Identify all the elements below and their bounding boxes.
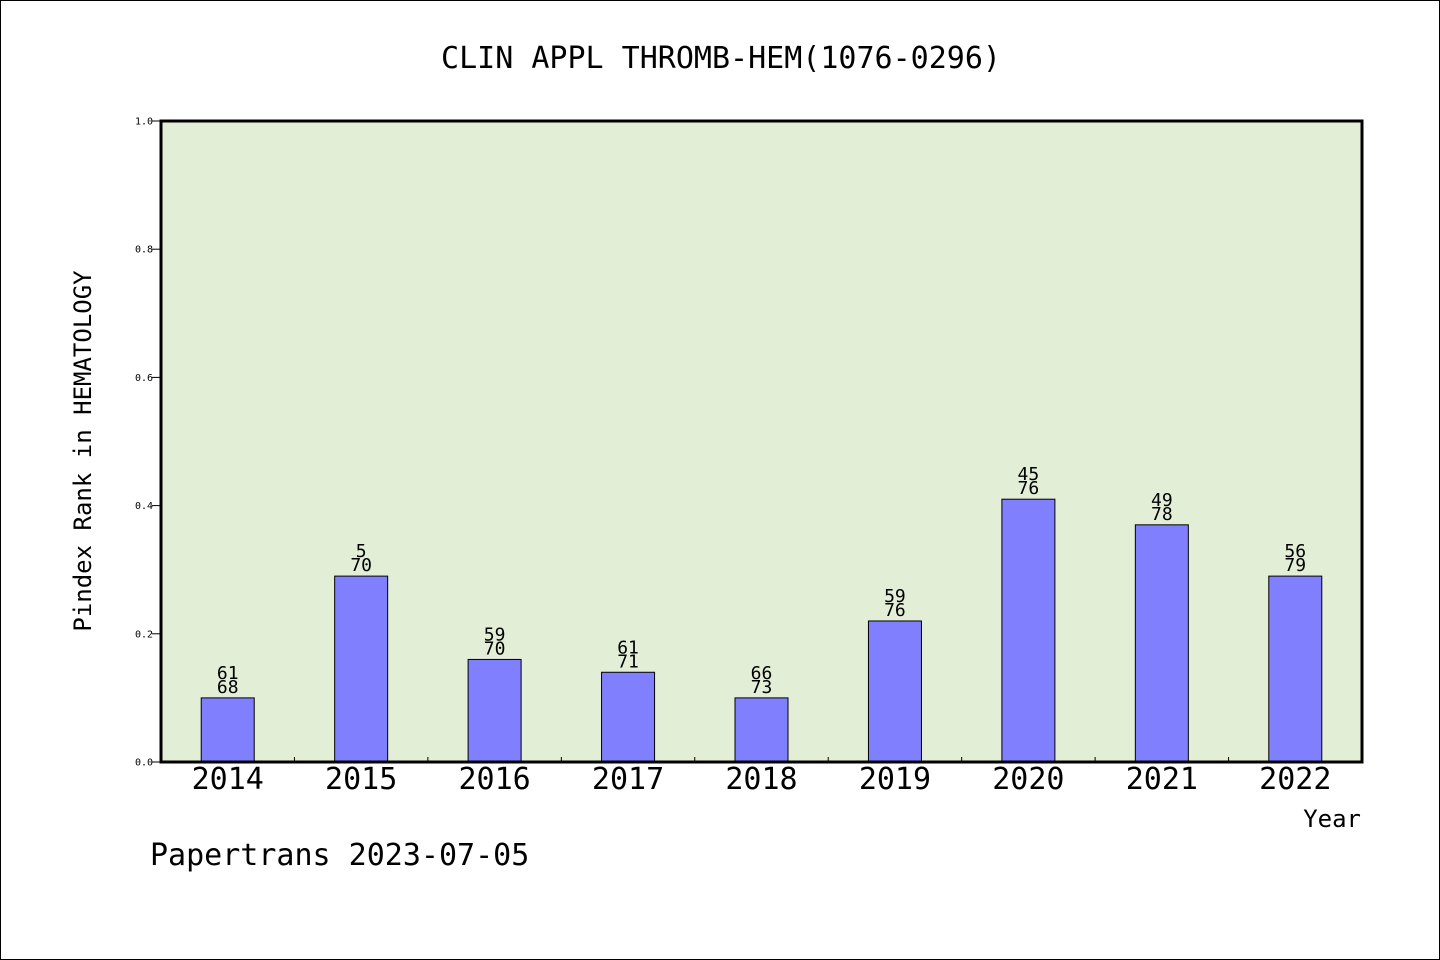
- bar-total-label: 70: [350, 555, 372, 576]
- bar: [200, 697, 255, 763]
- bar: [867, 620, 922, 763]
- y-tick-label: 0.8: [135, 245, 153, 256]
- x-tick-label: 2020: [992, 762, 1064, 797]
- bar-total-label: 78: [1151, 504, 1173, 525]
- bar-total-label: 76: [1018, 478, 1040, 499]
- x-tick-label: 2019: [859, 762, 931, 797]
- chart-title: CLIN APPL THROMB-HEM(1076-0296): [441, 41, 1001, 76]
- bar-rank-label: 61: [217, 663, 239, 684]
- bar-series: [200, 498, 1323, 763]
- x-tick-label: 2015: [325, 762, 397, 797]
- bar-rank-label: 61: [617, 637, 639, 658]
- footer-credit: Papertrans 2023-07-05: [150, 838, 529, 873]
- bar-total-label: 68: [217, 677, 239, 698]
- bar-rank-label: 56: [1284, 541, 1306, 562]
- bar-total-label: 70: [484, 638, 506, 659]
- x-tick-label: 2018: [725, 762, 797, 797]
- y-tick-label: 1.0: [135, 117, 153, 128]
- y-axis: 0.0 0.2 0.4 0.6 0.8 1.0: [135, 117, 161, 769]
- bar-total-label: 71: [617, 651, 639, 672]
- bar: [334, 575, 389, 763]
- y-axis-label: Pindex Rank in HEMATOLOGY: [69, 270, 97, 632]
- y-tick-label: 0.6: [135, 373, 153, 384]
- bar-total-label: 73: [751, 677, 773, 698]
- y-tick-label: 0.4: [135, 501, 153, 512]
- y-tick-label: 0.0: [135, 758, 153, 769]
- x-tick-label: 2016: [458, 762, 530, 797]
- bar: [467, 658, 522, 763]
- x-tick-label: 2022: [1259, 762, 1331, 797]
- bar: [601, 671, 656, 763]
- bar-rank-label: 59: [484, 624, 506, 645]
- bar-rank-label: 5: [356, 541, 367, 562]
- x-axis-label: Year: [1303, 805, 1361, 833]
- bar: [734, 697, 789, 763]
- x-axis: 2014 2015 2016 2017 2018 2019 2020 2021 2022: [192, 757, 1331, 797]
- x-tick-label: 2014: [192, 762, 264, 797]
- bar: [1134, 524, 1189, 763]
- bar-rank-label: 59: [884, 586, 906, 607]
- y-tick-label: 0.2: [135, 629, 153, 640]
- bar-total-label: 79: [1284, 555, 1306, 576]
- x-tick-label: 2021: [1126, 762, 1198, 797]
- bar-rank-label: 66: [751, 663, 773, 684]
- bar: [1001, 498, 1056, 763]
- bar-total-label: 76: [884, 600, 906, 621]
- bar-rank-label: 49: [1151, 490, 1173, 511]
- x-tick-label: 2017: [592, 762, 664, 797]
- bar-rank-label: 45: [1018, 464, 1040, 485]
- bar: [1268, 575, 1323, 763]
- plot-frame: [159, 119, 1364, 764]
